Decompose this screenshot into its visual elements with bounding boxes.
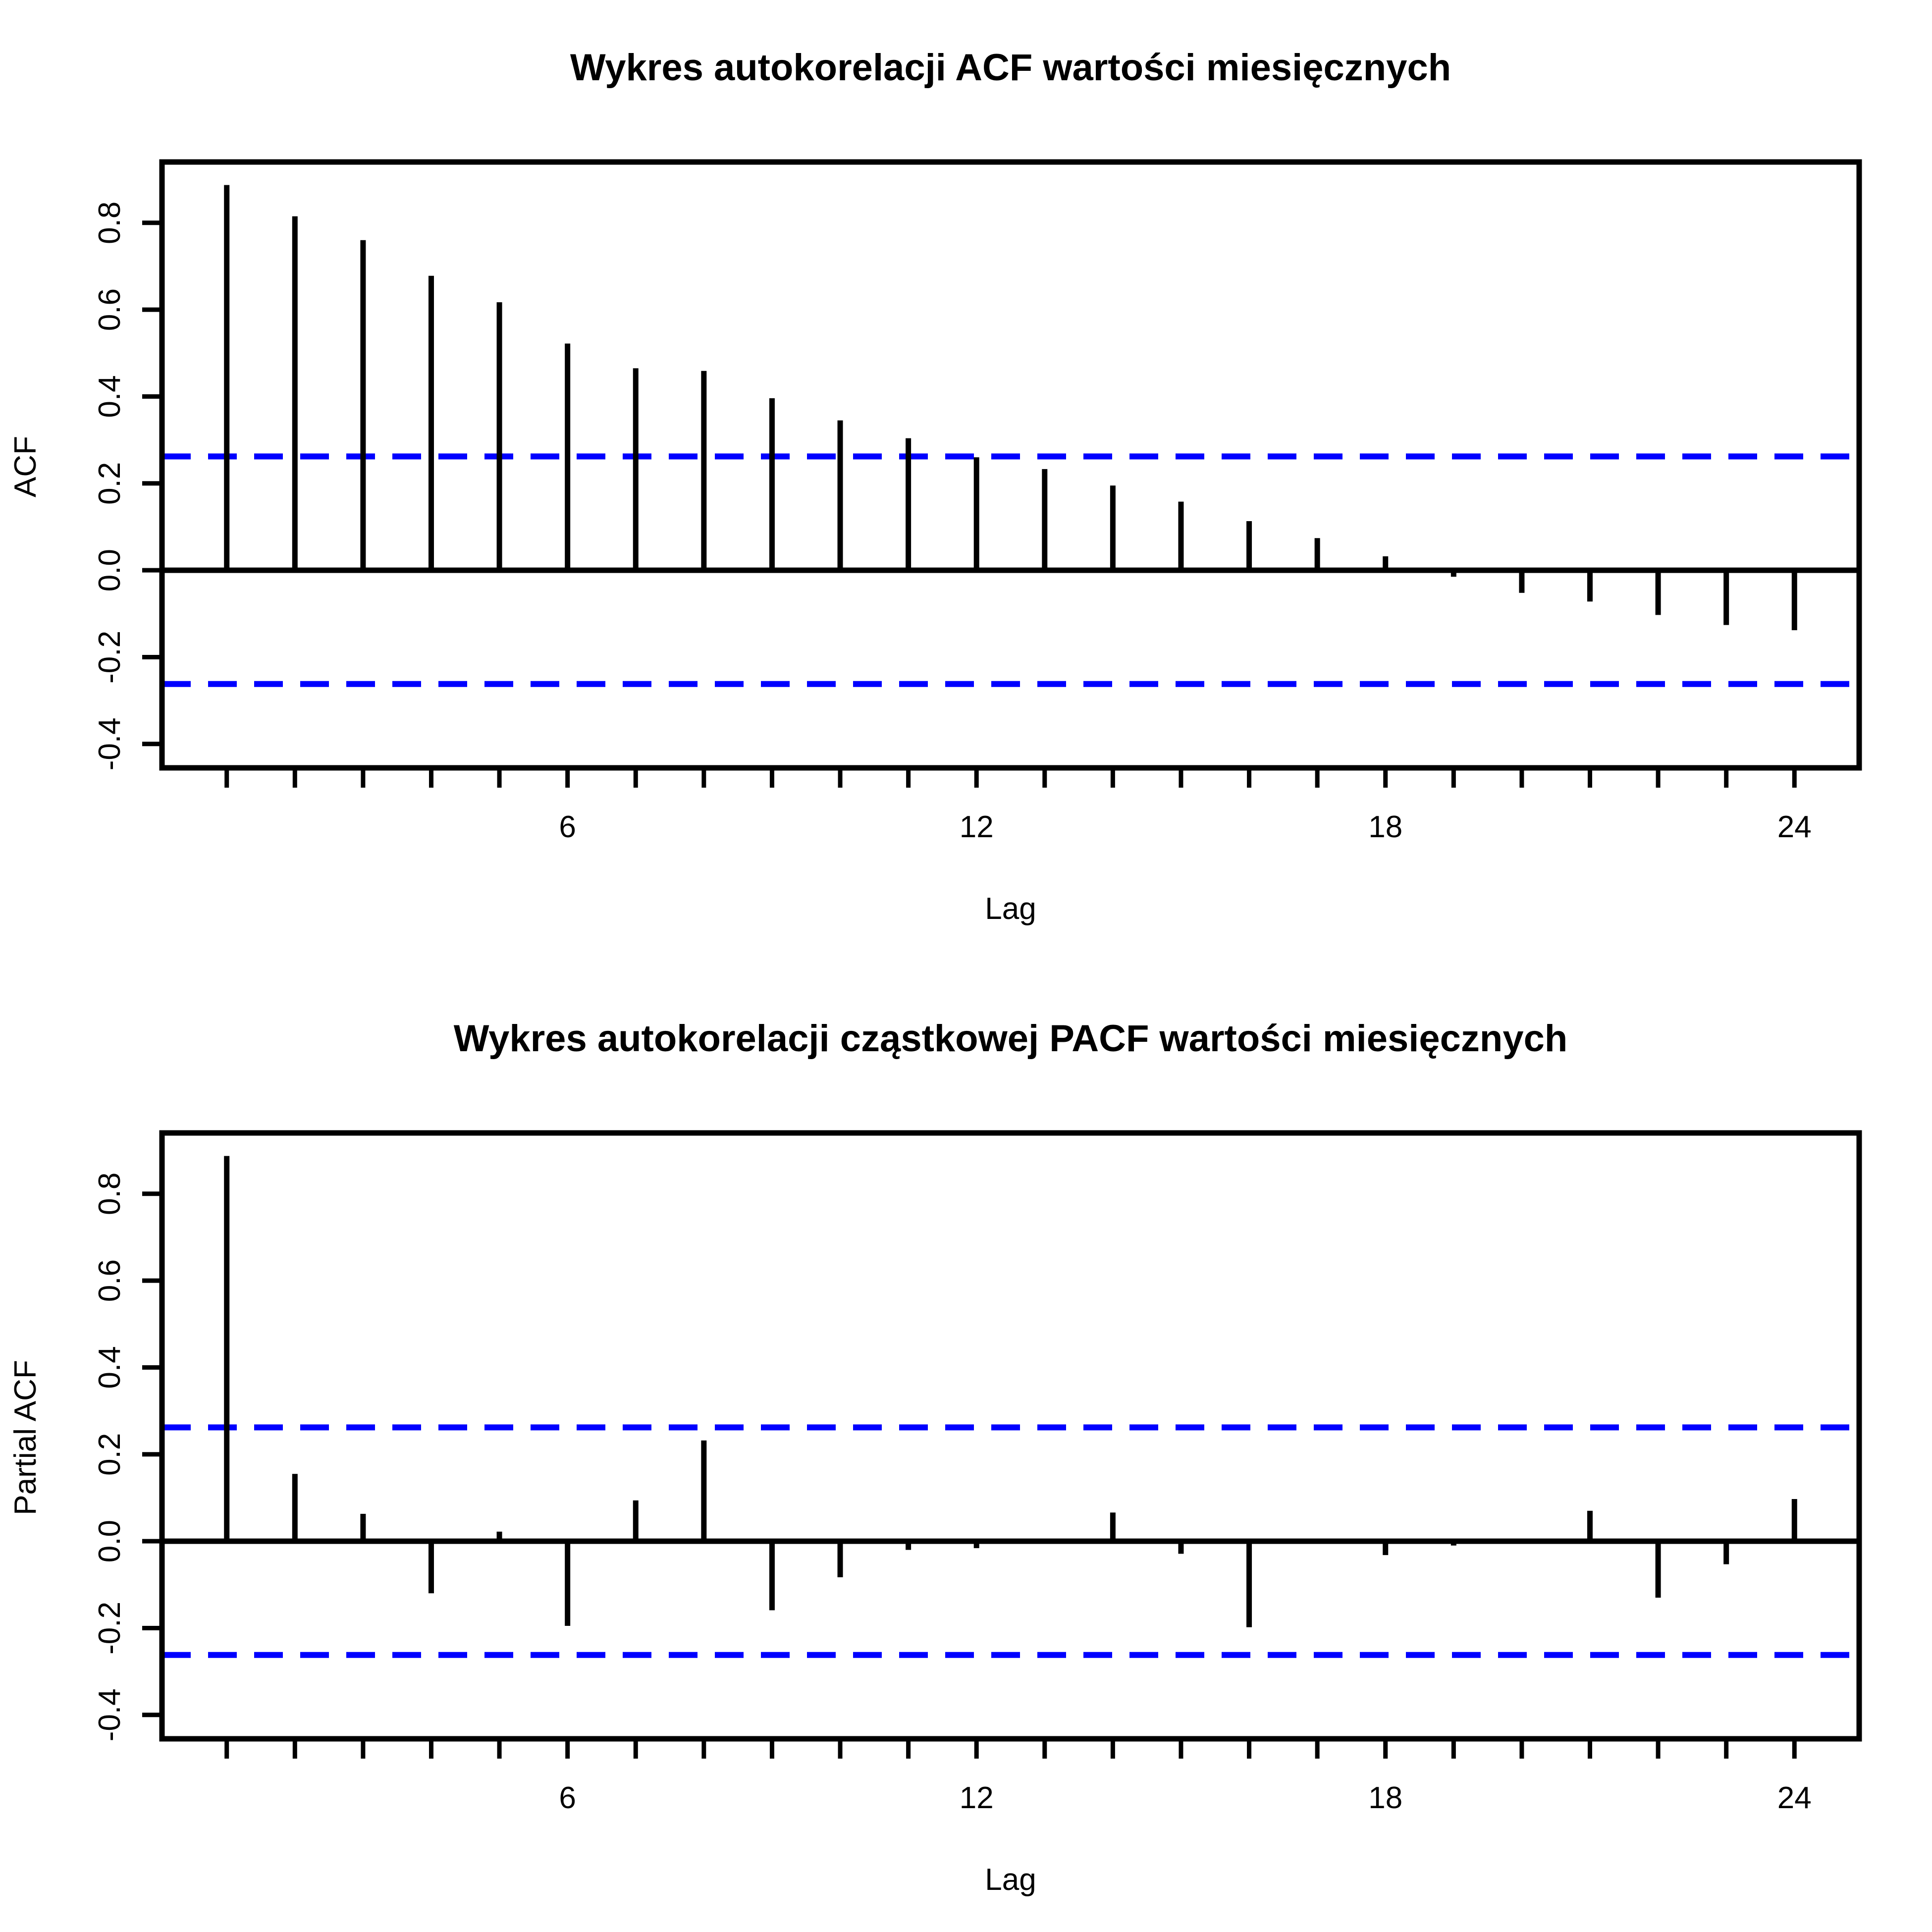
- acf-y-tick-label-1: -0.2: [93, 631, 127, 684]
- pacf-x-tick-label-18: 18: [1368, 1781, 1402, 1815]
- acf-ylabel: ACF: [8, 436, 43, 497]
- acf-title: Wykres autokorelacji ACF wartości miesię…: [570, 47, 1451, 89]
- pacf-x-tick-label-6: 6: [559, 1781, 576, 1815]
- pacf-x-tick-label-24: 24: [1777, 1781, 1812, 1815]
- pacf-y-tick-label-3: 0.2: [93, 1433, 127, 1476]
- pacf-plot-frame: [159, 1130, 1862, 1742]
- acf-plot-area: 6 12 18 24 -0.4 -0.2 0.0 0.2 0.4 0.6 0.8: [93, 159, 1862, 844]
- acf-x-tick-label-12: 12: [960, 810, 994, 844]
- pacf-title: Wykres autokorelacji cząstkowej PACF war…: [454, 1018, 1568, 1060]
- acf-y-tick-label-2: 0.0: [93, 549, 127, 591]
- acf-y-tick-label-3: 0.2: [93, 462, 127, 505]
- acf-x-tick-label-24: 24: [1777, 810, 1812, 844]
- acf-xlabel: Lag: [985, 892, 1036, 926]
- pacf-xlabel: Lag: [985, 1863, 1036, 1897]
- acf-y-tick-label-5: 0.6: [93, 288, 127, 331]
- pacf-y-tick-label-6: 0.8: [93, 1173, 127, 1215]
- pacf-y-tick-label-2: 0.0: [93, 1520, 127, 1562]
- acf-plot-frame: [159, 159, 1862, 771]
- pacf-panel: Wykres autokorelacji cząstkowej PACF war…: [8, 1018, 1862, 1897]
- acf-y-tick-label-4: 0.4: [93, 375, 127, 418]
- acf-y-tick-label-6: 0.8: [93, 202, 127, 244]
- pacf-x-tick-label-12: 12: [960, 1781, 994, 1815]
- acf-panel: Wykres autokorelacji ACF wartości miesię…: [8, 47, 1862, 926]
- acf-y-tick-label-0: -0.4: [93, 717, 127, 770]
- pacf-y-tick-label-4: 0.4: [93, 1346, 127, 1389]
- pacf-y-tick-label-0: -0.4: [93, 1688, 127, 1741]
- pacf-plot-area: 6 12 18 24 -0.4 -0.2 0.0 0.2 0.4 0.6 0.8: [93, 1130, 1862, 1815]
- pacf-y-tick-label-5: 0.6: [93, 1259, 127, 1302]
- pacf-ylabel: Partial ACF: [8, 1360, 43, 1515]
- pacf-y-tick-label-1: -0.2: [93, 1602, 127, 1655]
- acf-x-tick-label-6: 6: [559, 810, 576, 844]
- acf-x-tick-label-18: 18: [1368, 810, 1402, 844]
